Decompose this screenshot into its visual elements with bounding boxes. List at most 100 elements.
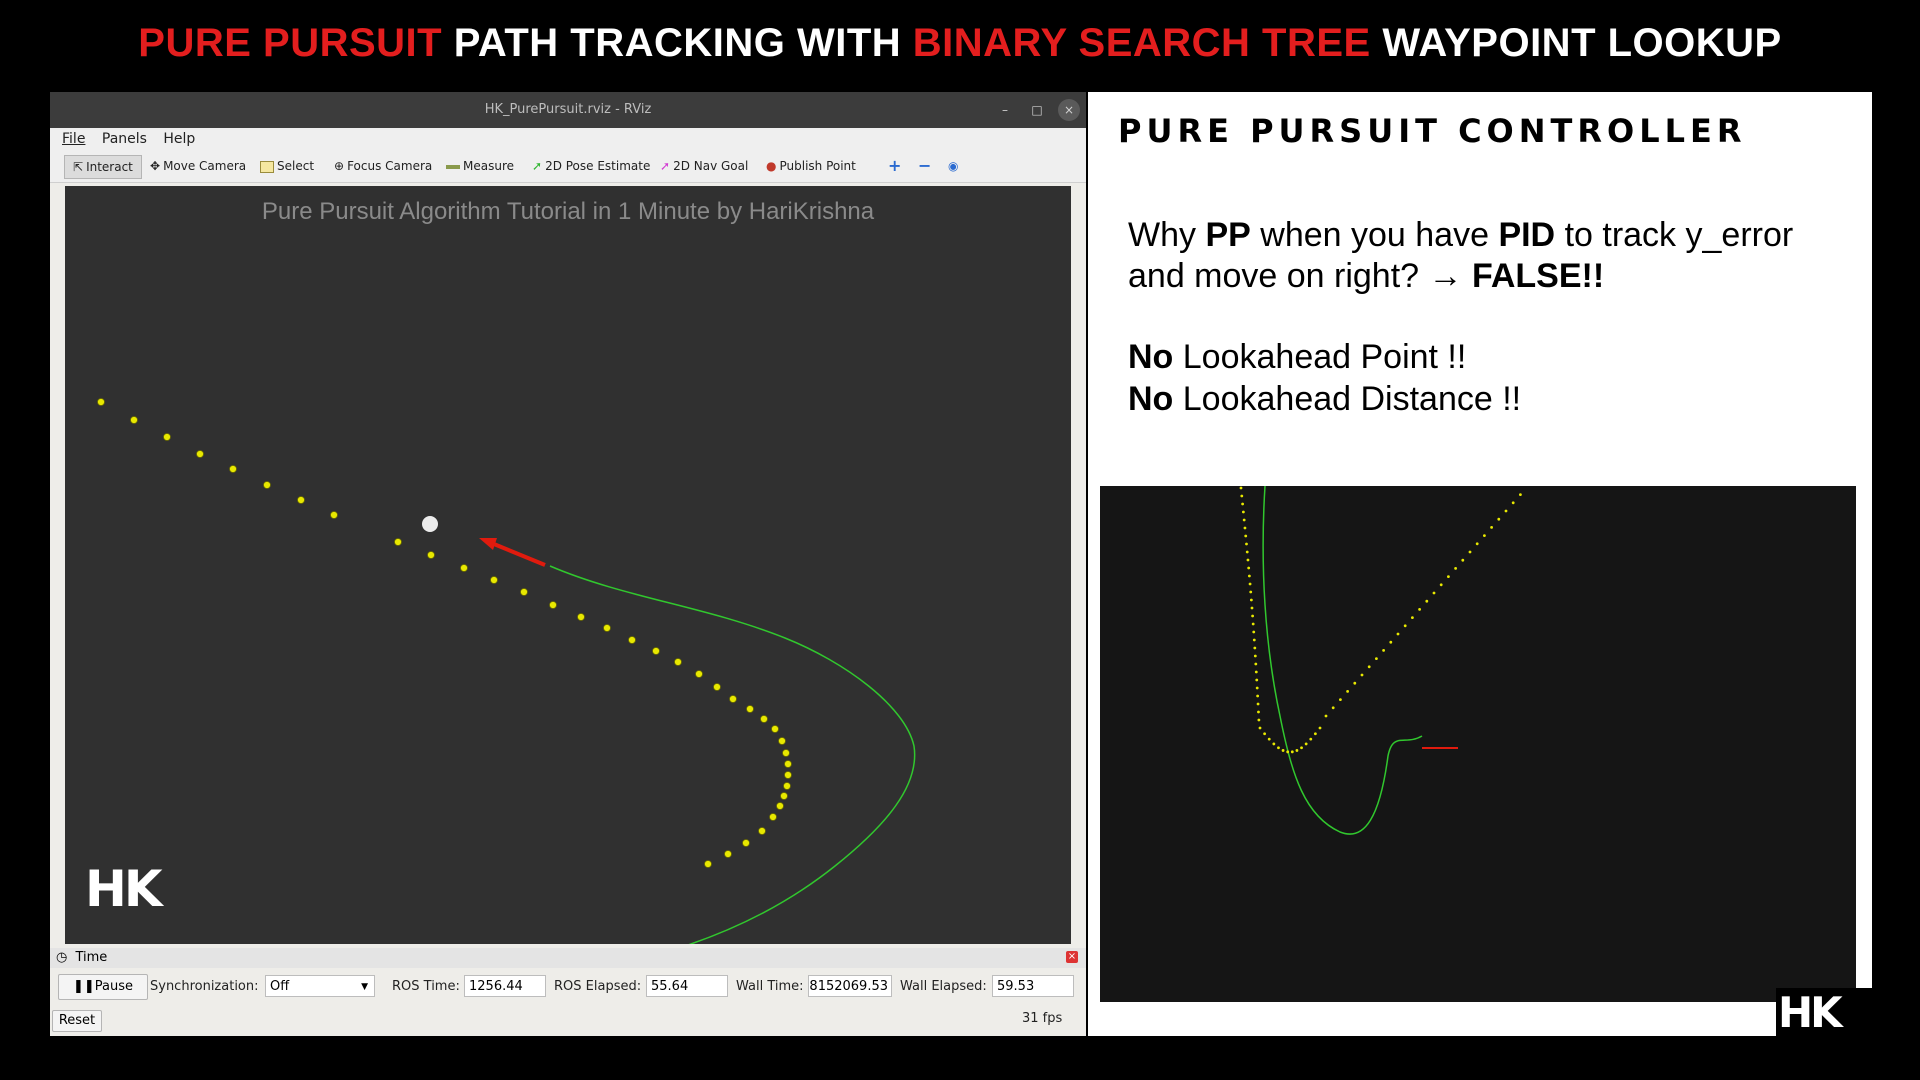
close-panel-icon[interactable]: × — [1066, 951, 1078, 963]
wall-time-field[interactable]: 98152069.53 — [808, 975, 892, 997]
sim-waypoint-marker — [1253, 646, 1257, 650]
sim-waypoint-marker — [1241, 502, 1244, 506]
sim-waypoint-marker — [1263, 732, 1267, 736]
line1-pid: PID — [1498, 216, 1556, 254]
tool-properties-icon[interactable]: ◉ — [948, 159, 959, 173]
tool-move-camera[interactable]: ✥ Move Camera — [150, 155, 246, 177]
sim-waypoint-marker — [1277, 746, 1280, 750]
minimize-icon[interactable]: – — [1002, 103, 1008, 117]
menu-file[interactable]: File — [62, 131, 86, 147]
move-icon: ✥ — [150, 159, 161, 173]
sim-waypoint-marker — [1246, 558, 1250, 562]
sim-waypoint-marker — [1249, 590, 1253, 594]
robot-heading-arrow-head — [479, 538, 497, 550]
waypoint-marker — [746, 705, 754, 713]
waypoint-marker — [704, 860, 712, 868]
focus-icon: ⊕ — [334, 159, 345, 173]
sim-waypoint-marker — [1353, 681, 1357, 685]
tool-interact-label: Interact — [86, 160, 133, 174]
sim-waypoint-marker — [1367, 665, 1371, 669]
sim-waypoint-marker — [1247, 566, 1251, 570]
line3-no: No — [1128, 338, 1174, 376]
video-overlay-title: Pure Pursuit Algorithm Tutorial in 1 Min… — [261, 198, 875, 225]
waypoint-marker — [263, 481, 271, 489]
reset-button[interactable]: Reset — [52, 1010, 102, 1032]
cursor-icon: ⇱ — [73, 160, 84, 174]
text-line-1: Why PP when you have PID to track y_erro… — [1128, 216, 1793, 255]
waypoint-marker — [603, 624, 611, 632]
waypoint-marker — [713, 683, 721, 691]
ros-time-field[interactable]: 1256.44 — [464, 975, 546, 997]
robot-heading-arrow — [488, 540, 546, 567]
tool-select[interactable]: Select — [260, 155, 314, 177]
tools-toolbar: ⇱ Interact ✥ Move Camera Select ⊕ Focus Cam… — [50, 150, 1086, 183]
panel-title: PURE PURSUIT CONTROLLER — [1118, 112, 1747, 150]
sim-waypoint-marker — [1243, 526, 1247, 530]
text-line-4: No Lookahead Distance !! — [1128, 380, 1521, 419]
sim-waypoint-marker — [1251, 622, 1255, 626]
line2-a: and move on right? → — [1128, 257, 1472, 295]
sim-waypoint-marker — [1251, 614, 1254, 618]
sim-waypoint-marker — [1396, 632, 1400, 636]
banner-title: PURE PURSUIT PATH TRACKING WITH BINARY S… — [0, 0, 1920, 86]
sim-waypoint-marker — [1432, 591, 1436, 595]
goal-arrow-icon: ➚ — [660, 159, 671, 173]
pause-button[interactable]: ❚❚Pause — [58, 974, 148, 1000]
pause-icon: ❚❚ — [72, 979, 95, 994]
time-panel-title: Time — [75, 950, 108, 965]
menu-help[interactable]: Help — [163, 131, 196, 147]
sim-waypoint-marker — [1309, 737, 1313, 741]
sim-waypoint-marker — [1490, 526, 1493, 529]
tool-select-label: Select — [277, 159, 315, 173]
waypoint-marker — [784, 760, 792, 768]
ros-elapsed-field[interactable]: 55.64 — [646, 975, 728, 997]
waypoint-marker — [729, 695, 737, 703]
sim-waypoint-marker — [1256, 702, 1260, 706]
wall-elapsed-field[interactable]: 59.53 — [992, 975, 1074, 997]
add-tool-icon[interactable]: + — [888, 156, 902, 175]
corner-logo: HK — [1776, 988, 1872, 1038]
sim-waypoint-marker — [1290, 750, 1294, 754]
line1-e: to track y_error — [1555, 216, 1794, 254]
tool-interact[interactable]: ⇱ Interact — [64, 155, 142, 179]
render-view[interactable]: Pure Pursuit Algorithm Tutorial in 1 Min… — [65, 186, 1071, 944]
banner-part-2: PATH TRACKING WITH — [442, 21, 913, 65]
tool-2d-nav-goal[interactable]: ➚ 2D Nav Goal — [660, 155, 748, 177]
remove-tool-icon[interactable]: − — [918, 156, 932, 175]
simulation-canvas — [1239, 486, 1522, 835]
window-titlebar[interactable]: HK_PurePursuit.rviz - RViz – □ × — [50, 92, 1086, 128]
maximize-icon[interactable]: □ — [1031, 103, 1043, 117]
pose-arrow-icon: ➚ — [532, 159, 543, 173]
sim-waypoint-marker — [1244, 534, 1248, 538]
sim-waypoint-marker — [1242, 518, 1246, 522]
tool-measure[interactable]: Measure — [446, 155, 514, 177]
sync-select[interactable]: Off ▼ — [265, 975, 375, 997]
tool-2d-pose-estimate[interactable]: ➚ 2D Pose Estimate — [532, 155, 650, 177]
line2-false: FALSE!! — [1471, 257, 1605, 295]
clock-icon: ◷ — [56, 950, 68, 965]
waypoint-marker — [394, 538, 402, 546]
sim-waypoint-markers — [1239, 486, 1522, 754]
ros-time-label: ROS Time: — [392, 979, 460, 994]
tool-focus-camera[interactable]: ⊕ Focus Camera — [334, 155, 432, 177]
sim-waypoint-marker — [1331, 706, 1335, 710]
waypoint-marker — [760, 715, 768, 723]
pause-label: Pause — [94, 979, 134, 994]
tool-focus-camera-label: Focus Camera — [347, 159, 433, 173]
sim-waypoint-marker — [1300, 746, 1303, 750]
line4-no: No — [1128, 380, 1174, 418]
tool-pose-label: 2D Pose Estimate — [545, 159, 651, 173]
sim-waypoint-marker — [1255, 678, 1259, 682]
waypoint-marker — [724, 850, 732, 858]
close-icon[interactable]: × — [1058, 99, 1080, 121]
sim-waypoint-marker — [1511, 501, 1515, 505]
pin-icon: ● — [766, 159, 777, 173]
sim-waypoint-marker — [1281, 749, 1285, 752]
waypoint-marker — [784, 771, 792, 779]
text-line-3: No Lookahead Point !! — [1128, 338, 1466, 377]
menu-panels[interactable]: Panels — [101, 131, 147, 147]
tool-publish-point[interactable]: ● Publish Point — [766, 155, 856, 177]
chevron-down-icon: ▼ — [361, 982, 368, 992]
waypoint-marker — [229, 465, 237, 473]
ros-elapsed-label: ROS Elapsed: — [554, 979, 642, 994]
